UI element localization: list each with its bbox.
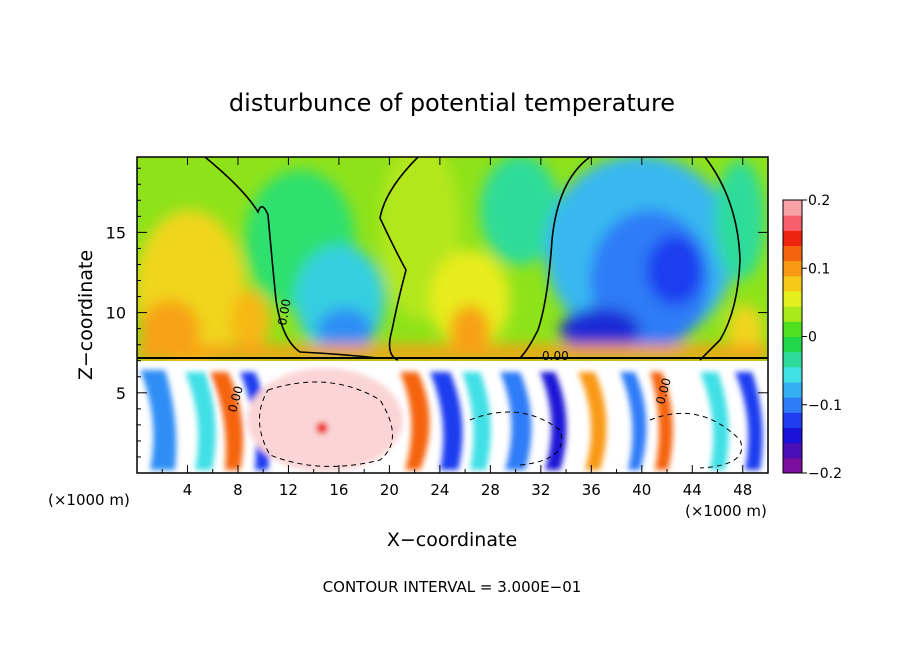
x-axis-unit-left: (×1000 m) xyxy=(48,491,130,509)
x-tick-label: 20 xyxy=(380,481,399,499)
colorbar xyxy=(783,200,802,474)
x-tick-label: 28 xyxy=(481,481,500,499)
colorbar-swatch xyxy=(783,382,802,398)
colorbar-tick-label: 0.1 xyxy=(808,261,830,277)
x-tick-label: 12 xyxy=(279,481,298,499)
colorbar-swatch xyxy=(783,306,802,322)
contour-lines xyxy=(137,157,768,361)
colorbar-swatch xyxy=(783,230,802,246)
x-tick-label: 24 xyxy=(430,481,449,499)
colorbar-swatch xyxy=(783,366,802,383)
contour-label: 0.00 xyxy=(542,349,569,363)
colorbar-tick-label: 0.2 xyxy=(808,193,830,209)
heatmap-field xyxy=(137,157,768,473)
colorbar-swatch xyxy=(783,291,802,307)
contour-label: 0.00 xyxy=(653,376,673,405)
chart-title: disturbunce of potential temperature xyxy=(229,89,675,117)
colorbar-tick-label: −0.1 xyxy=(808,398,842,414)
x-tick-label: 40 xyxy=(632,481,651,499)
x-axis-label: X−coordinate xyxy=(387,529,517,551)
plot-frame xyxy=(136,156,769,474)
contour-label: 0.00 xyxy=(225,384,245,413)
contour-interval-note: CONTOUR INTERVAL = 3.000E−01 xyxy=(323,578,582,596)
colorbar-swatch xyxy=(783,427,802,444)
y-tick-label: 10 xyxy=(106,304,126,323)
x-tick-label: 8 xyxy=(233,481,243,499)
x-tick-label: 44 xyxy=(683,481,702,499)
x-axis-ticks: 4 8 12 16 20 24 28 32 36 40 44 48 xyxy=(161,157,752,499)
y-tick-label: 15 xyxy=(106,223,126,242)
contour-label: 0.00 xyxy=(275,298,293,327)
colorbar-swatch xyxy=(783,245,802,262)
colorbar-swatch xyxy=(783,200,802,216)
colorbar-swatch xyxy=(783,260,802,277)
colorbar-swatch xyxy=(783,397,802,413)
x-axis-unit-right: (×1000 m) xyxy=(685,502,767,520)
x-tick-label: 32 xyxy=(531,481,550,499)
colorbar-swatch xyxy=(783,351,802,368)
colorbar-swatch xyxy=(783,321,802,337)
colorbar-swatch xyxy=(783,442,802,459)
y-tick-label: 5 xyxy=(116,384,126,403)
y-axis-ticks: 5 10 15 xyxy=(106,167,768,458)
x-tick-label: 36 xyxy=(582,481,601,499)
colorbar-swatch xyxy=(783,336,802,353)
colorbar-swatch xyxy=(783,412,802,428)
colorbar-ticks: 0.2 0.1 0 −0.1 −0.2 xyxy=(802,193,842,482)
colorbar-swatch xyxy=(783,457,802,474)
x-tick-label: 4 xyxy=(183,481,193,499)
colorbar-swatch xyxy=(783,275,802,292)
colorbar-tick-label: 0 xyxy=(808,330,817,346)
colorbar-tick-label: −0.2 xyxy=(808,466,842,482)
x-tick-label: 16 xyxy=(329,481,348,499)
y-axis-label: Z−coordinate xyxy=(75,250,97,380)
x-tick-label: 48 xyxy=(733,481,752,499)
colorbar-swatch xyxy=(783,215,802,231)
